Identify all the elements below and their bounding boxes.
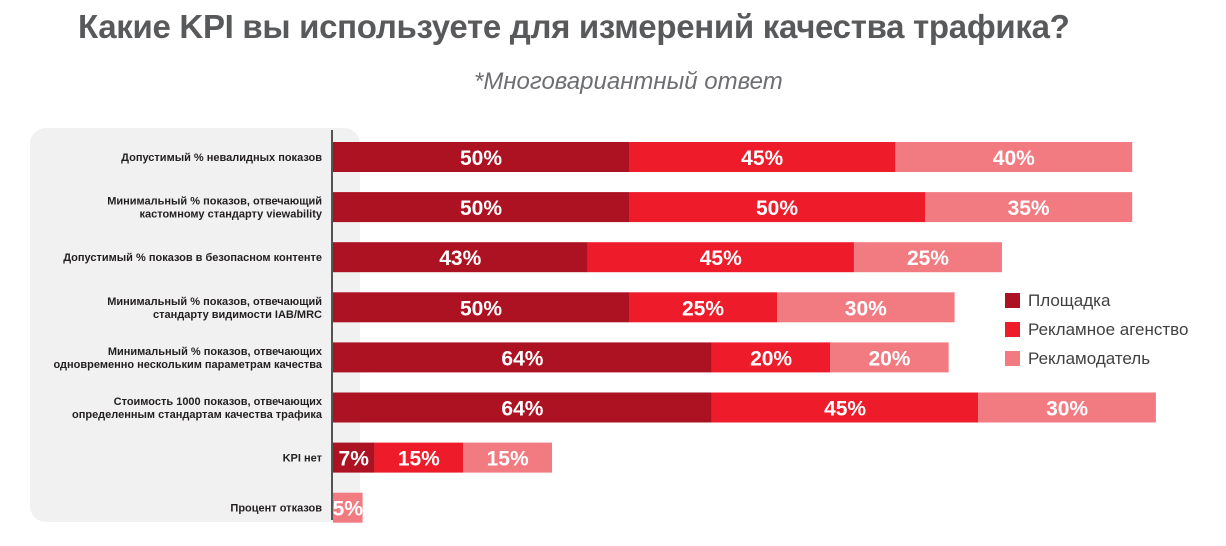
- bar-segment: [374, 442, 464, 473]
- category-label: Минимальный % показов, отвечающий стандар…: [107, 296, 322, 321]
- bar-segment: [629, 142, 896, 172]
- bar-value-label: 30%: [1046, 398, 1088, 421]
- legend-label: Рекламное агенство: [1028, 320, 1188, 339]
- legend: Площадка Рекламное агенство Рекламодатель: [1005, 291, 1188, 368]
- chart-title: Какие KPI вы используете для измерений к…: [78, 8, 1070, 45]
- legend-label: Рекламодатель: [1028, 349, 1150, 368]
- bar-segment: [629, 192, 925, 223]
- category-label: Минимальный % показов, отвечающий кастомн…: [107, 196, 323, 221]
- legend-label: Площадка: [1028, 291, 1111, 310]
- chart-panel-background: [30, 128, 360, 522]
- bar-value-label: 64%: [501, 347, 543, 370]
- bar-value-label: 50%: [460, 147, 502, 170]
- bar-segment: [333, 292, 629, 323]
- bar-value-label: 7%: [339, 448, 370, 471]
- legend-swatch: [1005, 322, 1020, 337]
- bars-group: 50% 45% 40% 50% 50% 35% 43% 45% 25% 50% 25% 30% 64% 2…: [333, 142, 1156, 523]
- bar-value-label: 25%: [682, 297, 724, 320]
- bar-value-label: 15%: [398, 448, 440, 471]
- bar-segment: [333, 392, 712, 423]
- bar-segment: [587, 242, 854, 273]
- bar-value-label: 30%: [845, 297, 887, 320]
- category-label: Стоимость 1000 показов, отвечающих опреде…: [72, 396, 323, 421]
- bar-value-label: 35%: [1008, 197, 1050, 220]
- bar-value-label: 45%: [700, 247, 742, 270]
- bar-segment: [711, 342, 831, 373]
- bar-value-label: 50%: [756, 197, 798, 220]
- legend-swatch: [1005, 351, 1020, 366]
- category-label: KPI нет: [283, 453, 323, 465]
- bar-value-label: 40%: [993, 147, 1035, 170]
- bar-segment: [777, 292, 955, 323]
- bar-segment: [333, 492, 363, 523]
- bar-value-label: 15%: [487, 448, 529, 471]
- bar-value-label: 20%: [868, 347, 910, 370]
- bar-segment: [333, 342, 712, 373]
- category-label: Процент отказов: [230, 503, 322, 515]
- chart-subtitle: *Многовариантный ответ: [474, 68, 783, 95]
- category-label: Допустимый % показов в безопасном контен…: [63, 252, 322, 264]
- bar-value-label: 50%: [460, 197, 502, 220]
- bar-segment: [830, 342, 949, 373]
- bar-value-label: 25%: [907, 247, 949, 270]
- bar-segment: [463, 442, 553, 473]
- bar-segment: [895, 142, 1133, 172]
- bar-segment: [333, 142, 629, 172]
- bar-value-label: 5%: [333, 498, 364, 521]
- bar-segment: [333, 442, 375, 473]
- bar-value-label: 43%: [439, 247, 481, 270]
- category-label: Допустимый % невалидных показов: [121, 152, 322, 164]
- bar-value-label: 45%: [741, 147, 783, 170]
- bar-segment: [853, 242, 1002, 273]
- category-label: Минимальный % показов, отвечающих одновре…: [53, 346, 322, 371]
- bar-value-label: 45%: [824, 398, 866, 421]
- bar-segment: [925, 192, 1133, 223]
- bar-segment: [333, 242, 588, 273]
- bar-value-label: 50%: [460, 297, 502, 320]
- bar-segment: [333, 192, 629, 223]
- legend-swatch: [1005, 293, 1020, 308]
- bar-value-label: 20%: [750, 347, 792, 370]
- bar-value-label: 64%: [501, 398, 543, 421]
- bar-segment: [629, 292, 777, 323]
- bar-segment: [711, 392, 979, 423]
- category-labels-group: Допустимый % невалидных показов Минимальн…: [53, 152, 322, 515]
- bar-segment: [978, 392, 1156, 423]
